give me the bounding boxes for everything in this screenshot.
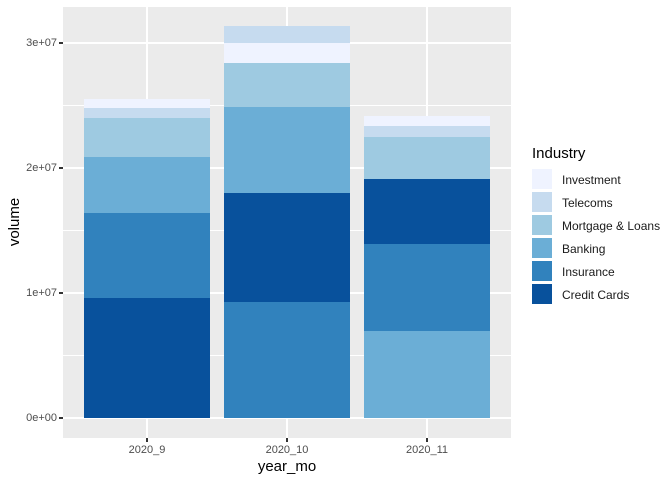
x-tick-label: 2020_11 xyxy=(405,444,448,456)
y-tick-label: 2e+07 xyxy=(26,162,57,174)
legend-item-label: Mortgage & Loans xyxy=(562,218,661,233)
bar-segment-mortgage-loans xyxy=(84,118,210,157)
bar-segment-banking xyxy=(84,156,210,213)
bar-segment-telecoms xyxy=(364,125,490,137)
bar-segment-insurance xyxy=(364,244,490,331)
legend-swatch-icon xyxy=(532,238,552,258)
x-tick-mark xyxy=(426,438,428,442)
legend-swatch-icon xyxy=(532,284,552,304)
legend-item: Mortgage & Loans xyxy=(532,214,670,237)
bar-segment-banking xyxy=(364,330,490,418)
legend-item-label: Telecoms xyxy=(562,195,613,210)
bar-segment-telecoms xyxy=(224,25,350,43)
legend-item: Telecoms xyxy=(532,191,670,214)
bar-segment-insurance xyxy=(224,301,350,418)
y-tick-label: 0e+00 xyxy=(26,412,57,424)
bar-segment-investment xyxy=(224,43,350,63)
x-tick-label: 2020_10 xyxy=(265,444,309,456)
legend-item-label: Credit Cards xyxy=(562,287,630,302)
bar-segment-investment xyxy=(84,99,210,108)
y-tick-mark xyxy=(59,292,63,294)
x-tick-mark xyxy=(286,438,288,442)
y-tick-label: 1e+07 xyxy=(26,287,57,299)
legend-item-label: Investment xyxy=(562,172,621,187)
y-axis-title: volume xyxy=(6,197,23,247)
bar-segment-mortgage-loans xyxy=(364,136,490,180)
legend-item-label: Banking xyxy=(562,241,606,256)
bar-segment-insurance xyxy=(84,213,210,298)
bar-segment-investment xyxy=(364,115,490,126)
bar-segment-banking xyxy=(224,106,350,193)
legend-item: Banking xyxy=(532,237,670,260)
legend-item: Investment xyxy=(532,168,670,191)
x-tick-label: 2020_9 xyxy=(128,444,166,456)
legend-swatch-icon xyxy=(532,215,552,235)
legend-swatch-icon xyxy=(532,261,552,281)
bar-segment-telecoms xyxy=(84,108,210,118)
legend-title: Industry xyxy=(532,145,586,162)
plot-panel xyxy=(63,7,511,438)
bar-segment-credit-cards xyxy=(224,193,350,302)
y-tick-mark xyxy=(59,417,63,419)
legend: Industry Investment Telecoms Mortgage & Lo… xyxy=(532,145,670,306)
x-axis-title: year_mo xyxy=(257,458,317,475)
legend-item: Insurance xyxy=(532,260,670,283)
legend-swatch-icon xyxy=(532,169,552,189)
bar-segment-mortgage-loans xyxy=(224,63,350,107)
legend-item-label: Insurance xyxy=(562,264,615,279)
legend-items: Investment Telecoms Mortgage & Loans Bankin… xyxy=(532,168,670,306)
legend-item: Credit Cards xyxy=(532,283,670,306)
y-tick-mark xyxy=(59,42,63,44)
y-tick-mark xyxy=(59,167,63,169)
y-tick-label: 3e+07 xyxy=(26,37,57,49)
x-tick-mark xyxy=(146,438,148,442)
legend-swatch-icon xyxy=(532,192,552,212)
bar-segment-credit-cards xyxy=(84,298,210,418)
bar-segment-credit-cards xyxy=(364,179,490,245)
